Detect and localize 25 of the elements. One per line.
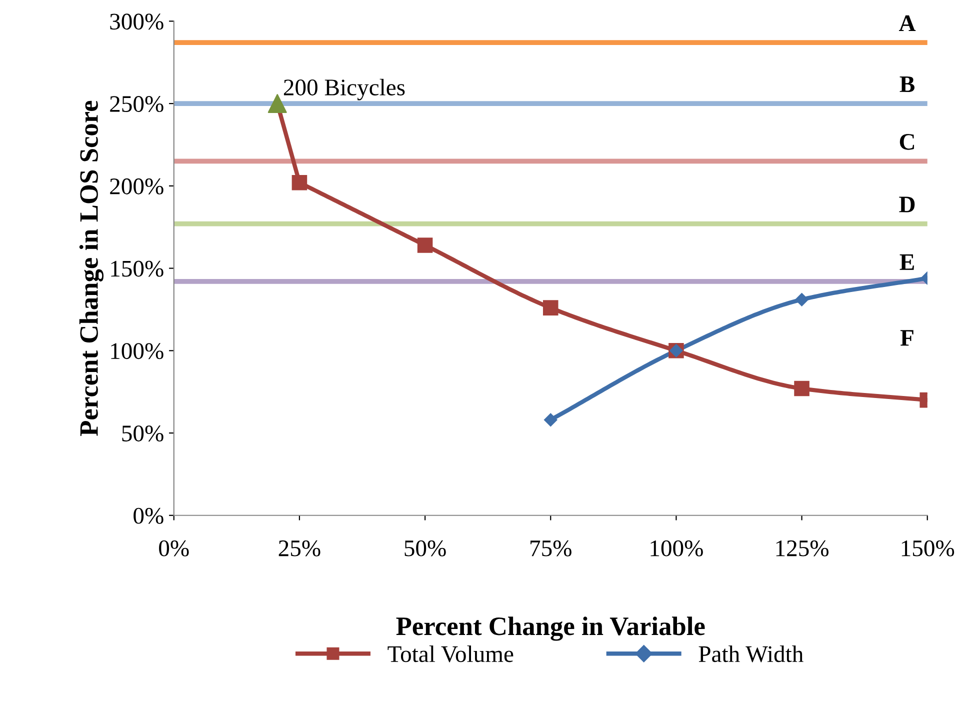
- x-tick-label: 75%: [530, 540, 572, 556]
- annotation: F: [900, 330, 914, 346]
- y-tick-label: 250%: [110, 96, 164, 112]
- x-tick-label: 50%: [404, 540, 446, 556]
- x-tick-label: 125%: [776, 540, 829, 556]
- ref-line-label: B: [900, 76, 914, 92]
- x-tick-label: 100%: [650, 540, 703, 556]
- y-tick-label: 300%: [110, 14, 164, 30]
- ref-line-label: D: [899, 196, 915, 212]
- x-tick-label: 25%: [278, 540, 320, 556]
- legend-label: Path Width: [698, 646, 804, 662]
- annotation: 200 Bicycles: [284, 78, 405, 100]
- ref-line-label: A: [898, 15, 916, 31]
- x-axis-title: Percent Change in Variable: [396, 616, 705, 641]
- ref-line-label: E: [900, 254, 914, 270]
- y-tick-label: 200%: [110, 178, 164, 194]
- x-tick-label: 0%: [159, 540, 189, 556]
- y-tick-label: 0%: [134, 508, 164, 524]
- y-tick-label: 50%: [122, 426, 164, 442]
- ref-line-label: C: [900, 134, 914, 150]
- y-tick-label: 100%: [111, 343, 164, 360]
- y-axis-title: Percent Change in LOS Score: [79, 100, 104, 436]
- y-tick-label: 150%: [111, 260, 164, 277]
- x-tick-label: 150%: [902, 540, 954, 556]
- legend-label: Total Volume: [388, 646, 514, 662]
